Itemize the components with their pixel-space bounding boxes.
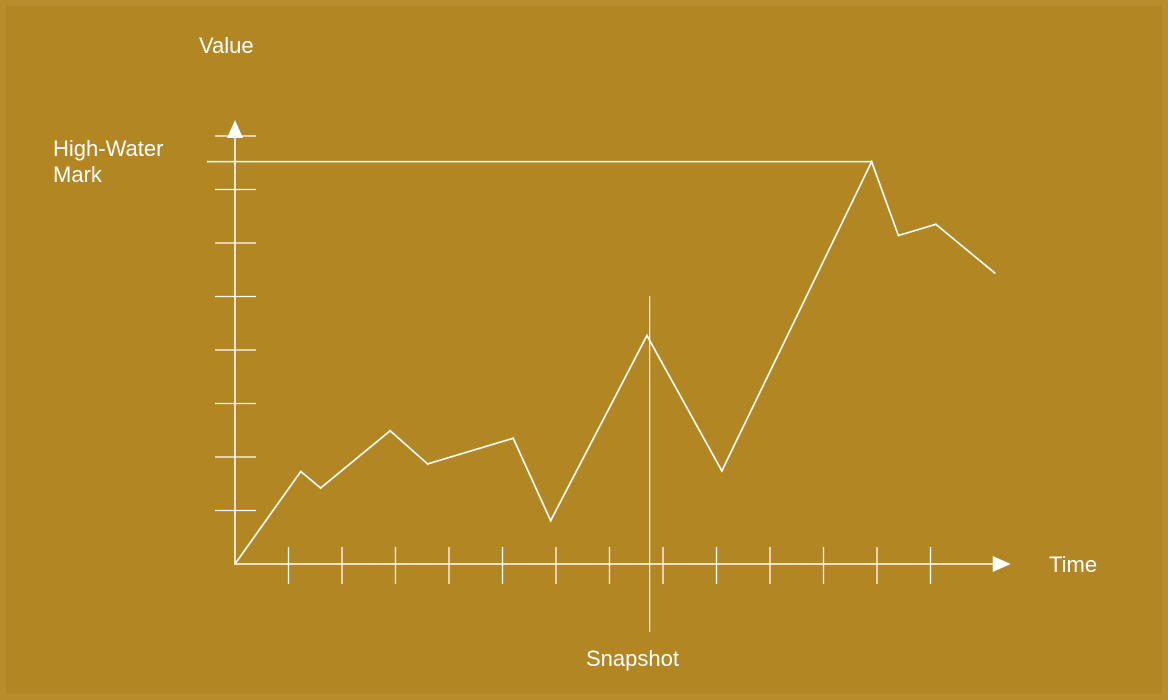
value-series-point — [934, 223, 937, 226]
value-series-point — [993, 271, 996, 274]
y-axis-arrow — [227, 119, 243, 138]
line-chart: Value Time High-Water Mark Snapshot — [53, 33, 1097, 671]
value-series-point — [426, 462, 429, 465]
annotations — [207, 160, 872, 632]
x-axis-label: Time — [1049, 552, 1097, 577]
value-series-point — [549, 519, 552, 522]
value-series-point — [870, 160, 873, 163]
value-series-point — [645, 334, 648, 337]
value-series-point — [319, 487, 322, 490]
y-axis-label: Value — [199, 33, 254, 58]
labels: Value Time High-Water Mark Snapshot — [53, 33, 1097, 671]
value-series-point — [234, 563, 236, 565]
value-series-point — [720, 469, 723, 472]
axes — [227, 119, 1011, 572]
value-series-point — [512, 437, 515, 440]
x-axis-arrow — [992, 556, 1011, 572]
value-series-line — [234, 159, 996, 565]
value-series-point — [897, 234, 900, 237]
snapshot-label: Snapshot — [586, 646, 679, 671]
value-series-point — [389, 429, 392, 432]
series — [234, 159, 996, 565]
high-water-mark-label: High-Water Mark — [53, 136, 163, 187]
ticks — [215, 135, 932, 584]
value-series-point — [299, 470, 302, 473]
